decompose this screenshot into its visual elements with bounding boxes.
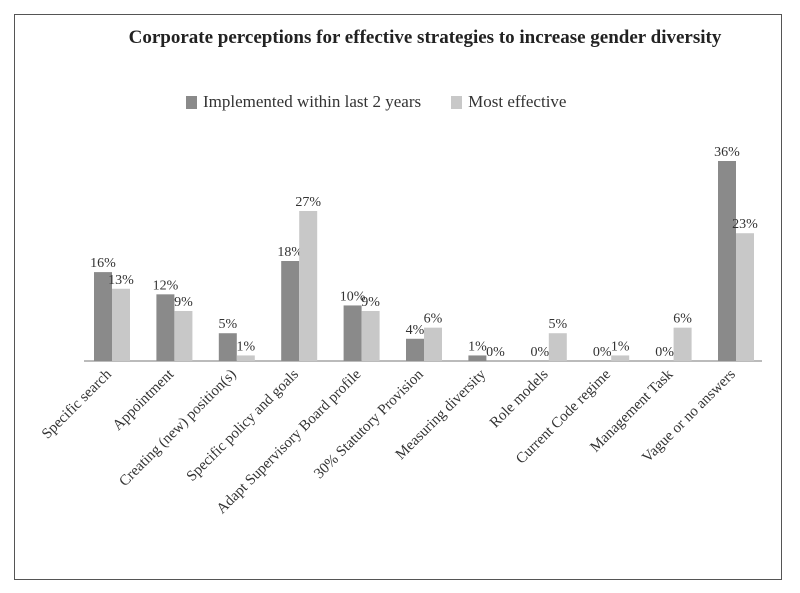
legend-label-most-effective: Most effective [468,92,567,111]
chart-frame [14,14,782,580]
data-label-most-effective-0: 13% [108,273,134,288]
x-tick-label-3: Specific policy and goals [184,366,302,484]
data-label-implemented-9: 0% [655,345,674,360]
data-label-implemented-2: 5% [218,317,237,332]
data-label-most-effective-3: 27% [295,195,321,210]
x-tick-label-5: 30% Statutory Provision [311,366,427,482]
data-label-implemented-7: 0% [530,345,549,360]
bar-most-effective-5 [424,327,442,361]
data-label-implemented-0: 16% [90,256,116,271]
bar-implemented-2 [218,333,237,361]
legend-item-implemented: Implemented within last 2 years [186,92,421,112]
bar-implemented-1 [156,294,175,361]
bar-implemented-6 [468,355,487,361]
data-label-implemented-6: 1% [468,339,487,354]
data-label-implemented-3: 18% [277,245,303,260]
data-label-most-effective-10: 23% [732,217,758,232]
data-label-most-effective-2: 1% [236,339,255,354]
bar-most-effective-3 [299,211,318,361]
bar-most-effective-4 [361,311,380,361]
data-label-most-effective-7: 5% [548,317,567,332]
data-label-most-effective-6: 0% [486,345,505,360]
bar-implemented-4 [343,305,362,361]
legend-item-most-effective: Most effective [451,92,566,112]
legend-swatch-most-effective [451,95,463,109]
data-label-most-effective-1: 9% [174,295,193,310]
data-label-most-effective-9: 6% [673,312,692,327]
data-label-implemented-10: 36% [714,145,740,160]
legend-swatch-implemented [186,95,197,109]
chart-title: Corporate perceptions for effective stra… [128,27,722,48]
bar-implemented-3 [281,261,300,361]
x-tick-label-1: Appointment [110,366,178,434]
data-label-most-effective-4: 9% [361,295,380,310]
data-label-implemented-1: 12% [153,278,179,293]
bar-most-effective-0 [112,288,130,361]
bar-most-effective-2 [236,355,255,361]
bar-implemented-5 [406,338,424,361]
bar-implemented-0 [94,272,112,361]
chart-legend: Implemented within last 2 years Most eff… [186,92,596,112]
data-label-most-effective-5: 6% [424,312,443,327]
x-tick-label-2: Creating (new) position(s) [116,367,239,490]
x-tick-label-0: Specific search [39,366,115,442]
x-tick-label-7: Role models [487,366,552,431]
bar-most-effective-1 [174,311,193,361]
bar-implemented-10 [718,161,736,361]
bar-most-effective-9 [673,327,692,361]
bar-most-effective-10 [736,233,754,361]
data-label-implemented-8: 0% [593,345,612,360]
bar-most-effective-8 [611,355,630,361]
data-label-most-effective-8: 1% [611,339,630,354]
data-label-implemented-5: 4% [406,323,425,338]
data-label-implemented-4: 10% [340,289,366,304]
bar-most-effective-7 [548,333,567,361]
legend-label-implemented: Implemented within last 2 years [203,92,422,111]
